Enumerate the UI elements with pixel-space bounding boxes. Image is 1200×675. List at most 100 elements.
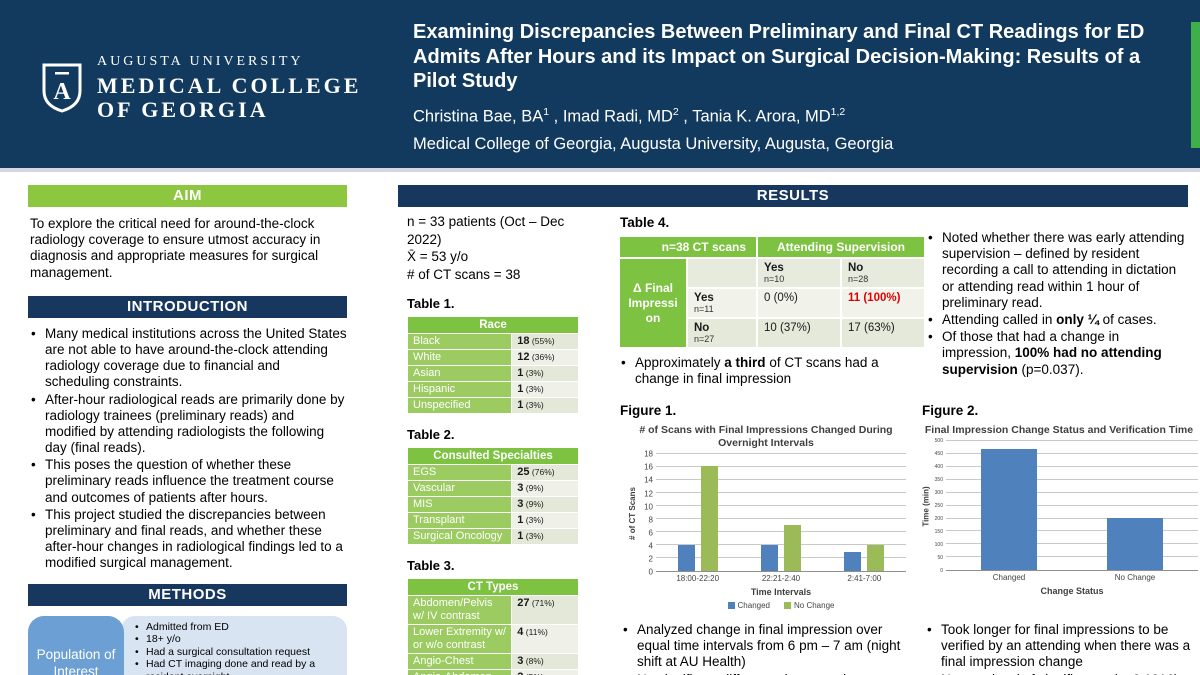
- methods-diagram: Population of Interest Admitted from ED1…: [28, 615, 347, 675]
- value-percent: (11%): [523, 626, 548, 637]
- bar-group: [823, 454, 906, 572]
- y-axis-ticks: 0 50 100 150 200 250 300 350 400 450 500: [932, 438, 946, 574]
- table-row: MIS 3 (9%): [406, 495, 579, 513]
- chart-title: # of Scans with Final Impressions Change…: [639, 424, 893, 450]
- y-tick-label: 350: [934, 477, 943, 484]
- cohort-line: # of CT scans = 38: [407, 266, 521, 282]
- row-label: Unspecified: [406, 397, 513, 415]
- y-tick-label: 8: [648, 515, 653, 525]
- row-label: Black: [406, 333, 513, 351]
- bullet-text: of CT scans had a change in final impres…: [635, 355, 879, 387]
- left-column: AIM To explore the critical need for aro…: [28, 185, 347, 675]
- row-value: 27 (71%): [511, 594, 579, 625]
- bar-group: [1072, 441, 1198, 571]
- bullet-text: of cases.: [1098, 311, 1157, 327]
- gridline: [946, 517, 1198, 519]
- bullet-text: This poses the question of whether these…: [45, 457, 334, 505]
- x-axis-label: Time Intervals: [750, 587, 812, 598]
- author-separator: ,: [549, 107, 563, 125]
- value-percent: (3%): [523, 400, 544, 411]
- figure1-bullet: No significant difference between time: [620, 672, 914, 675]
- x-axis-label: Change Status: [1040, 586, 1104, 597]
- y-tick-label: 200: [934, 516, 943, 523]
- chart-title: Final Impression Change Status and Verif…: [924, 424, 1194, 436]
- row-label: White: [406, 349, 513, 367]
- methods-section-header: METHODS: [28, 583, 347, 606]
- poster-title: Examining Discrepancies Between Prelimin…: [413, 21, 1145, 92]
- bar-changed: [844, 551, 862, 572]
- table2-caption: Table 2.: [407, 427, 455, 443]
- value-count: 3: [517, 482, 524, 494]
- ct-types-table: CT Types Abdomen/Pelvis w/ IV contrast 27…: [406, 577, 579, 675]
- row-label: Asian: [406, 365, 513, 383]
- author-affiliation-sup: 1: [543, 105, 550, 118]
- table-row: Abdomen/Pelvis w/ IV contrast 27 (71%): [406, 594, 579, 625]
- bar-no-change: [700, 466, 718, 572]
- svg-text:A: A: [53, 79, 71, 105]
- x-tick-label: Changed: [992, 573, 1026, 583]
- plot-area: [656, 453, 906, 573]
- bullet-text: Analyzed change in final impression over…: [637, 622, 901, 670]
- row-value: 1 (3%): [511, 511, 579, 529]
- bullet-text: (p=0.037).: [1017, 361, 1084, 377]
- bar-group: [946, 441, 1072, 571]
- row-yes-n: n=11: [694, 304, 714, 314]
- x-tick-label: No Change: [1114, 573, 1156, 583]
- col-yes-n: n=10: [764, 274, 785, 284]
- table4-row-yes: Yes n=11: [686, 287, 758, 319]
- table-row: White 12 (36%): [406, 349, 579, 367]
- table4-scans-header: n=38 CT scans: [618, 235, 758, 259]
- x-tick-label: 22:21-2:40: [761, 574, 801, 584]
- figure2-bullets: Took longer for final impressions to be …: [924, 622, 1192, 675]
- table-row: Transplant 1 (3%): [406, 511, 579, 529]
- table-row: Angio-Abdomen, Aorta, Iliofemoral2 (5%): [406, 668, 579, 675]
- bullet-text-bold: a third: [724, 355, 766, 370]
- row-value: 1 (3%): [511, 527, 579, 545]
- table4-col-yes: Yes n=10: [756, 257, 842, 289]
- author-name: Christina Bae, BA: [413, 107, 544, 125]
- bullet-text-bold: 100% had no attending supervision: [942, 345, 1162, 377]
- legend-label: No Change: [794, 601, 835, 611]
- bullet-text: After-hour radiological reads are primar…: [45, 391, 345, 456]
- y-tick-label: 450: [934, 451, 943, 458]
- consulted-specialties-table: Consulted Specialties EGS 25 (76%) Vascula…: [406, 447, 579, 545]
- race-table-header: Race: [407, 316, 579, 335]
- table4-row-no: No n=27: [686, 317, 758, 349]
- gridline: [946, 465, 1198, 467]
- y-tick-label: 12: [644, 489, 653, 499]
- gridline: [946, 453, 1198, 455]
- specialties-table-header: Consulted Specialties: [407, 447, 579, 466]
- bar-no-change: [867, 545, 885, 572]
- gridline: [946, 543, 1198, 545]
- row-label: Abdomen/Pelvis w/ IV contrast: [406, 594, 513, 625]
- value-count: 2: [517, 671, 523, 675]
- bullet-text: Attending called in: [942, 311, 1057, 327]
- value-count: 3: [517, 654, 524, 667]
- y-axis-ticks: 0 2 4 6 8 10 12 14 16 18: [638, 450, 656, 577]
- row-label: Lower Extremity w/ or w/o contrast: [406, 623, 513, 654]
- aim-text: To explore the critical need for around-…: [30, 216, 321, 280]
- row-label: Transplant: [406, 511, 513, 529]
- bullet-text: Approximately: [635, 355, 725, 370]
- value-percent: (9%): [523, 483, 544, 493]
- university-logo: A AUGUSTA UNIVERSITY MEDICAL COLLEGE OF …: [42, 54, 361, 122]
- y-tick-label: 150: [934, 529, 943, 536]
- table-row: Surgical Oncology 1 (3%): [406, 527, 579, 545]
- author-name: Imad Radi, MD: [562, 107, 673, 125]
- bullet-text: Took longer for final impressions to be …: [941, 622, 1191, 670]
- y-tick-label: 16: [644, 462, 653, 472]
- y-tick-label: 4: [648, 541, 653, 551]
- cohort-line: X̄ = 53 y/o: [407, 249, 469, 265]
- au-shield-icon: A: [42, 63, 82, 113]
- value-count: 1: [517, 399, 524, 412]
- row-value: 12 (36%): [511, 349, 579, 367]
- table-row: Hispanic 1 (3%): [406, 381, 579, 399]
- bullet-text: Had a surgical consultation request: [146, 645, 311, 658]
- y-axis-label: # of CT Scans: [627, 486, 637, 540]
- table-row: Unspecified 1 (3%): [406, 397, 579, 415]
- cohort-line: n = 33 patients (Oct – Dec 2022): [407, 214, 565, 247]
- row-yes-label: Yes: [694, 292, 714, 304]
- bullet-text: Of those that had a change in impression…: [942, 329, 1120, 361]
- introduction-bullet-list: Many medical institutions across the Uni…: [28, 326, 347, 572]
